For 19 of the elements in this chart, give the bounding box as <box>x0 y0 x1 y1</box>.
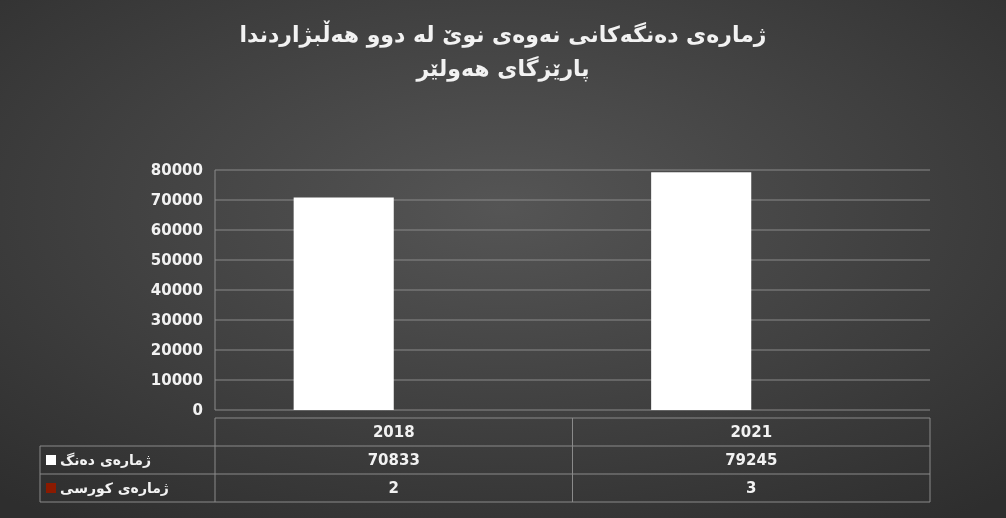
chart-subtitle: پارێزگای هەولێر <box>415 55 590 82</box>
x-tick-label: 2021 <box>730 423 773 442</box>
data-label: 2 <box>388 479 399 498</box>
y-tick-label: 10000 <box>150 371 203 390</box>
y-tick-label: 40000 <box>150 281 203 300</box>
data-label: 79245 <box>725 451 778 470</box>
legend-label: ژمارەی دەنگ <box>60 451 152 468</box>
y-tick-label: 60000 <box>150 221 203 240</box>
y-tick-label: 80000 <box>150 161 203 180</box>
y-tick-label: 50000 <box>150 251 203 270</box>
chart-title: ژمارەی دەنگەکانی نەوەی نوێ لە دوو هەڵبژاردندا <box>239 20 767 48</box>
x-tick-label: 2018 <box>372 423 415 442</box>
y-tick-label: 20000 <box>150 341 203 360</box>
y-tick-label: 70000 <box>150 191 203 210</box>
legend-label: ژمارەی کورسی <box>60 479 169 497</box>
data-label: 3 <box>746 479 757 498</box>
y-tick-label: 30000 <box>150 311 203 330</box>
data-label: 70833 <box>367 451 420 470</box>
y-tick-label: 0 <box>192 401 203 420</box>
